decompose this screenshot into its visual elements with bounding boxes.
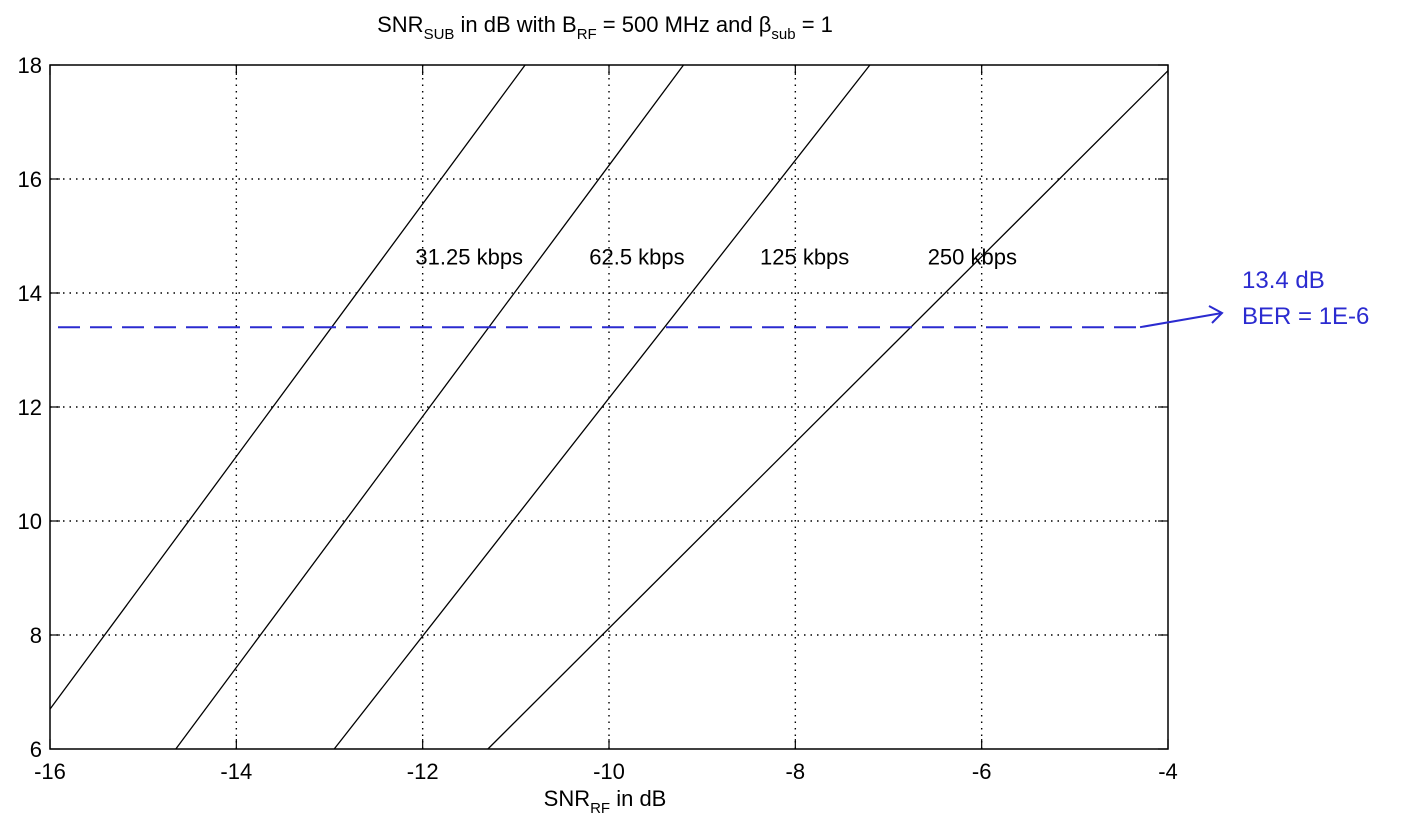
series-line-4 — [487, 70, 1169, 750]
title-prefix-sub: SUB — [424, 26, 455, 43]
y-tick-label: 14 — [18, 281, 42, 306]
title-prefix: SNR — [377, 12, 423, 37]
tick-layer: -16 -14 -12 -10 -8 -6 -4 6 8 10 12 14 16 18 — [18, 53, 1178, 784]
x-tick-label: -4 — [1158, 759, 1178, 784]
annotation-arrow-shaft — [1139, 312, 1223, 329]
series-label-3: 125 kbps — [760, 245, 849, 270]
series-line-3 — [333, 64, 871, 750]
x-tick-label: -10 — [593, 759, 625, 784]
x-tick-label: -8 — [786, 759, 806, 784]
series-line-1 — [49, 64, 526, 710]
xlabel-suffix: in dB — [610, 786, 666, 811]
y-tick-label: 10 — [18, 509, 42, 534]
y-tick-label: 16 — [18, 167, 42, 192]
annotation-layer: 13.4 dB BER = 1E-6 — [1139, 267, 1369, 330]
series-label-layer: 31.25 kbps 62.5 kbps 125 kbps 250 kbps — [415, 245, 1017, 270]
xlabel-sub: RF — [590, 800, 610, 817]
series-layer — [49, 64, 1169, 750]
y-tick-label: 8 — [30, 623, 42, 648]
annotation-line-1: 13.4 dB — [1242, 267, 1325, 294]
title-suffix: = 1 — [796, 12, 833, 37]
grid-layer — [50, 65, 1168, 749]
annotation-arrow-head — [1208, 305, 1224, 324]
y-tick-label: 6 — [30, 737, 42, 762]
title-mid1-sub: RF — [577, 26, 597, 43]
title-mid1: in dB with B — [454, 12, 576, 37]
xlabel-main: SNR — [544, 786, 590, 811]
x-tick-label: -16 — [34, 759, 66, 784]
y-tick-label: 12 — [18, 395, 42, 420]
series-line-2 — [175, 64, 685, 750]
chart-title: SNRSUB in dB with BRF = 500 MHz and βsub… — [377, 12, 833, 43]
annotation-line-2: BER = 1E-6 — [1242, 303, 1369, 330]
series-label-2: 62.5 kbps — [589, 245, 684, 270]
title-mid2-sub: sub — [771, 26, 795, 43]
x-tick-label: -6 — [972, 759, 992, 784]
x-tick-label: -14 — [220, 759, 252, 784]
x-tick-label: -12 — [407, 759, 439, 784]
y-tick-label: 18 — [18, 53, 42, 78]
x-axis-label: SNRRF in dB — [544, 786, 667, 817]
title-mid2: = 500 MHz and β — [597, 12, 772, 37]
series-label-4: 250 kbps — [928, 245, 1017, 270]
series-label-1: 31.25 kbps — [415, 245, 523, 270]
